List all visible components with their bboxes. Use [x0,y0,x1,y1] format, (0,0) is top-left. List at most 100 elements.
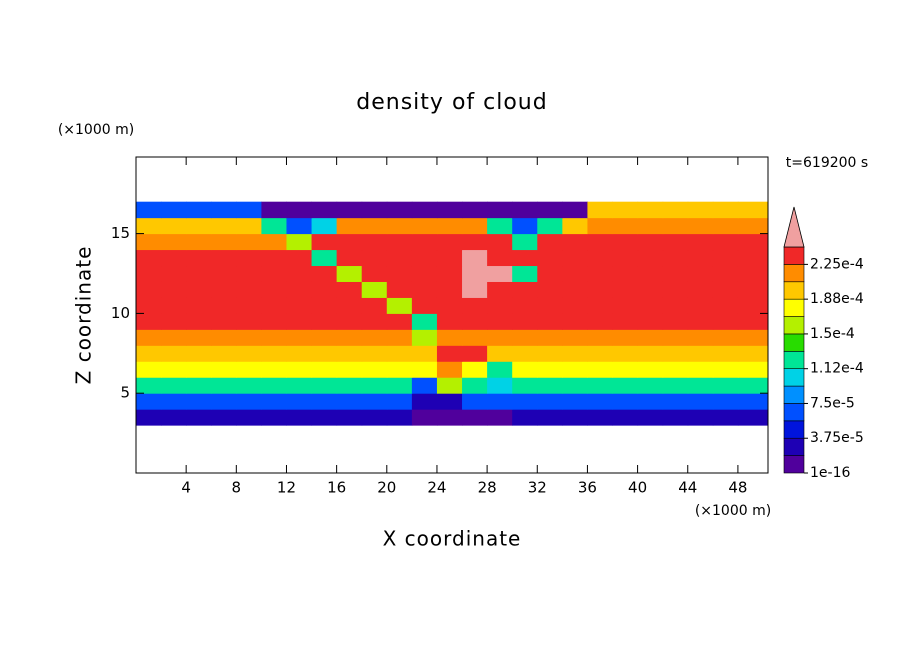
field-cell [161,265,187,282]
field-cell [462,265,488,282]
field-cell [161,393,187,410]
field-cell [136,377,162,394]
field-cell [612,233,639,251]
field-cell [462,201,488,219]
field-cell [587,249,614,267]
field-cell [662,217,689,235]
colorbar-label: 1.12e-4 [810,361,864,377]
field-cell [186,377,212,394]
field-cell [161,329,187,346]
field-cell [462,313,488,330]
field-cell [537,345,563,362]
field-cell [336,409,363,426]
field-cell [236,233,262,251]
field-cell [662,233,689,251]
field-cell [687,297,714,314]
field-cell [587,377,614,394]
field-cell [612,377,639,394]
field-cell [462,281,488,298]
field-cell [386,329,413,346]
field-cell [186,409,212,426]
field-cell [311,281,338,298]
field-cell [537,393,563,410]
field-cell [737,265,769,282]
field-cell [161,345,187,362]
field-cell [236,329,262,346]
field-cell [436,329,463,346]
field-cell [361,313,388,330]
field-cell [286,313,313,330]
field-cell [487,393,513,410]
field-cell [236,297,262,314]
field-cell [411,233,438,251]
field-cell [261,377,287,394]
field-cell [612,265,639,282]
field-cell [211,281,237,298]
field-cell [562,217,588,235]
field-cell [336,249,363,267]
field-cell [411,297,438,314]
field-cell [737,329,769,346]
field-cell [587,281,614,298]
field-cell [612,249,639,267]
field-cell [587,217,614,235]
field-cell [537,217,563,235]
field-cell [612,409,639,426]
field-cell [261,265,287,282]
field-cell [186,345,212,362]
field-cell [737,393,769,410]
field-cell [261,217,287,235]
x-tick-label: 20 [377,479,396,497]
field-cell [537,329,563,346]
field-cell [161,217,187,235]
field-cell [612,329,639,346]
field-cell [136,393,162,410]
field-cell [512,281,538,298]
field-cell [286,329,313,346]
field-cell [336,329,363,346]
field-cell [737,233,769,251]
field-cell [236,361,262,378]
field-cell [436,409,463,426]
x-tick-label: 4 [181,479,191,497]
colorbar-band [783,264,805,283]
field-cell [562,265,588,282]
field-cell [161,281,187,298]
field-cell [687,377,714,394]
field-cell [411,329,438,346]
field-cell [136,409,162,426]
field-cell [136,249,162,267]
field-cell [712,233,739,251]
field-cell [712,377,739,394]
field-cell [737,201,769,219]
field-cell [386,393,413,410]
field-cell [662,249,689,267]
field-cell [286,361,313,378]
colorbar: 1e-16 3.75e-5 7.5e-5 1.12e-4 1.5e-4 1.88e-4 2.… [783,206,864,481]
field-cell [261,281,287,298]
field-cell [261,201,287,219]
field-cell [286,265,313,282]
time-label: t=619200 s [786,155,868,171]
field-cell [136,265,162,282]
field-cell [587,329,614,346]
field-cell [136,329,162,346]
field-cell [637,409,664,426]
y-tick-label: 5 [120,384,130,402]
field-cell [211,345,237,362]
colorbar-band [783,246,805,265]
field-cell [136,345,162,362]
field-cell [537,409,563,426]
field-cell [436,233,463,251]
field-cell [662,265,689,282]
field-cell [361,217,388,235]
field-cell [462,329,488,346]
field-cell [436,361,463,378]
field-cell [687,409,714,426]
field-cell [737,361,769,378]
field-cell [662,409,689,426]
field-cell [261,393,287,410]
field-cell [361,297,388,314]
chart-title: density of cloud [356,90,547,115]
field-cell [261,249,287,267]
